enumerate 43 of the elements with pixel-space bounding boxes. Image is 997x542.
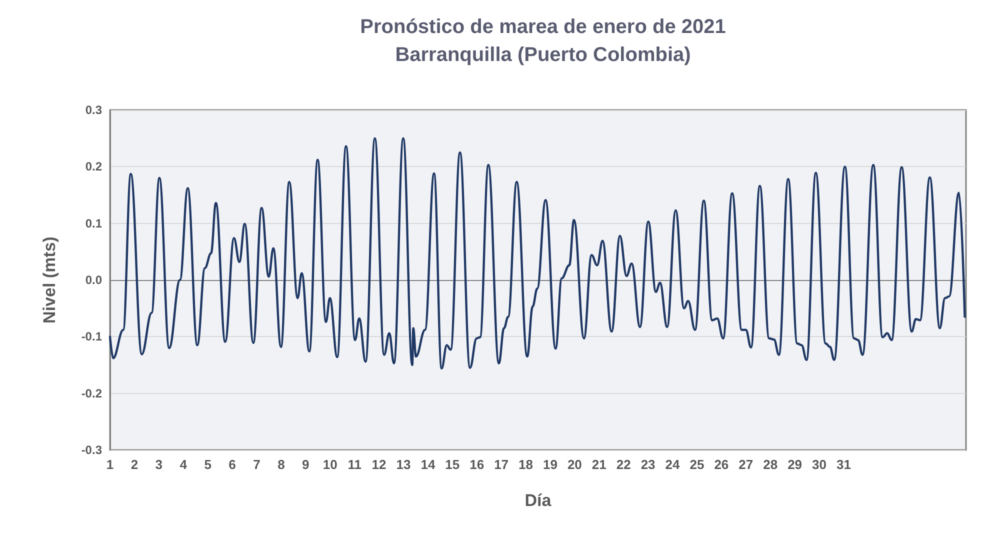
x-tick-label: 3 [155, 457, 163, 472]
x-tick-label: 20 [567, 457, 582, 472]
x-tick-label: 29 [788, 457, 802, 472]
x-axis-title: Día [524, 491, 552, 510]
x-tick-label: 12 [372, 457, 386, 472]
y-tick-label: 0.1 [85, 216, 102, 230]
x-tick-label: 30 [812, 457, 826, 472]
chart-title: Pronóstico de marea de enero de 2021 [360, 16, 726, 38]
x-tick-label: 16 [470, 457, 484, 472]
y-tick-label: 0.0 [85, 273, 102, 287]
x-tick-label: 5 [204, 457, 212, 472]
x-tick-label: 24 [665, 457, 681, 472]
x-tick-label: 23 [640, 457, 656, 472]
x-tick-label: 11 [348, 457, 362, 472]
x-tick-label: 4 [180, 457, 188, 472]
x-tick-label: 27 [738, 457, 754, 472]
x-tick-label: 14 [420, 457, 436, 472]
y-tick-label: -0.3 [81, 443, 102, 457]
x-tick-label: 25 [690, 457, 704, 472]
x-tick-label: 9 [302, 457, 310, 472]
y-axis-title: Nivel (mts) [40, 236, 59, 324]
x-tick-label: 8 [278, 457, 285, 472]
x-tick-label: 2 [130, 457, 138, 472]
x-tick-label: 1 [106, 457, 114, 472]
line-series [108, 137, 966, 370]
x-tick-label: 17 [494, 457, 509, 472]
x-tick-label: 13 [396, 457, 411, 472]
y-tick-label: -0.2 [81, 386, 102, 400]
x-tick-label: 19 [542, 457, 558, 472]
x-tick-label: 18 [518, 457, 534, 472]
x-tick-label: 21 [592, 457, 606, 472]
x-tick-label: 26 [714, 457, 729, 472]
x-tick-label: 7 [253, 457, 260, 472]
y-tick-label: 0.3 [85, 103, 102, 117]
x-tick-label: 28 [763, 457, 778, 472]
x-tick-label: 22 [616, 457, 631, 472]
y-tick-label: 0.2 [85, 160, 102, 174]
x-tick-label: 31 [836, 457, 851, 472]
x-tick-label: 6 [228, 457, 236, 472]
y-tick-label: -0.1 [81, 330, 102, 344]
x-tick-label: 15 [445, 457, 460, 472]
x-tick-label: 10 [322, 457, 338, 472]
chart-subtitle: Barranquilla (Puerto Colombia) [395, 44, 691, 66]
